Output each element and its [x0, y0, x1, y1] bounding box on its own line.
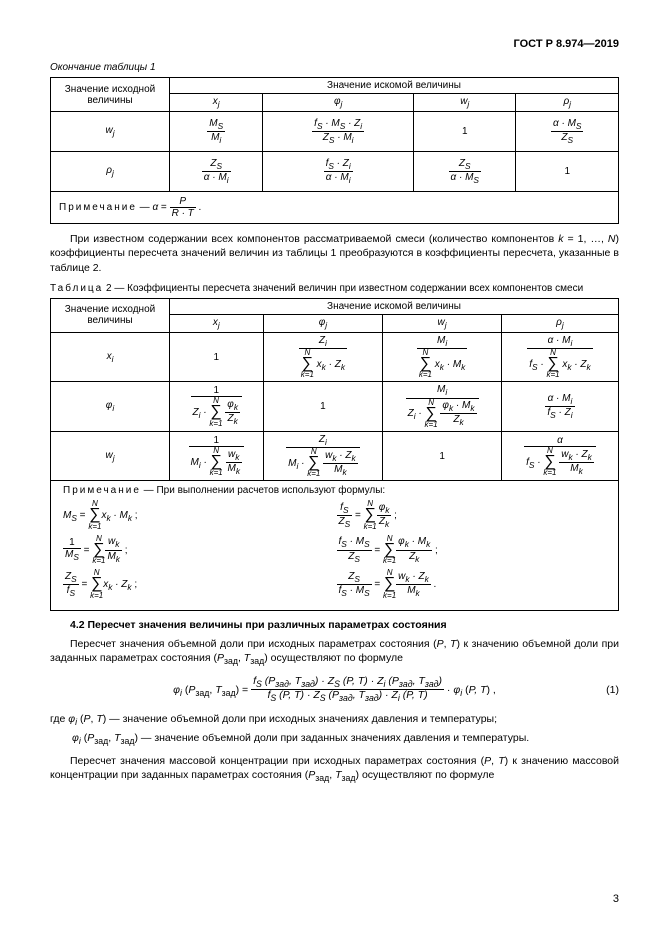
cell2-w-x: 1 Mi · N∑k=1 wkMk — [170, 431, 264, 481]
cell-w-rho: α · MSZS — [516, 112, 619, 152]
row2-w: wj — [51, 431, 170, 481]
cell2-phi-rho: α · MifS · Zi — [501, 382, 618, 432]
col-x: xj — [170, 94, 263, 112]
cell2-phi-phi: 1 — [263, 382, 383, 432]
page: ГОСТ Р 8.974—2019 Окончание таблицы 1 Зн… — [0, 0, 661, 935]
table2-caption: Таблица 2 — Коэффициенты пересчета значе… — [50, 283, 619, 294]
row2-phi: φi — [51, 382, 170, 432]
cell2-w-rho: α fS · N∑k=1 wk · ZkMk — [501, 431, 618, 481]
cell2-x-rho: α · Mi fS · N∑k=1 xk · Zk — [501, 332, 618, 382]
table1-note: Примечание — α = PR · T . — [51, 192, 619, 224]
th-source: Значение исходной величины — [51, 78, 170, 112]
col2-w: wj — [383, 314, 502, 332]
row-w-label: wj — [51, 112, 170, 152]
cell2-x-w: Mi N∑k=1 xk · Mk — [383, 332, 502, 382]
th-target: Значение искомой величины — [170, 78, 619, 94]
cell-rho-x: ZSα · Mi — [170, 152, 263, 192]
cell-rho-w: ZSα · MS — [414, 152, 516, 192]
equation-1: φi (Pзад, Tзад) = fS (Pзад, Tзад) · ZS (… — [50, 676, 619, 704]
table-2: Значение исходной величины Значение иско… — [50, 298, 619, 611]
document-id: ГОСТ Р 8.974—2019 — [50, 38, 619, 50]
table1-continuation: Окончание таблицы 1 — [50, 62, 619, 73]
cell-rho-rho: 1 — [516, 152, 619, 192]
row-rho-label: ρj — [51, 152, 170, 192]
cell-w-w: 1 — [414, 112, 516, 152]
row2-x: xi — [51, 332, 170, 382]
col-rho: ρj — [516, 94, 619, 112]
cell2-phi-x: 1 Zi · N∑k=1 φkZk — [170, 382, 264, 432]
section-4-2: 4.2 Пересчет значения величины при разли… — [70, 619, 619, 631]
th2-source: Значение исходной величины — [51, 298, 170, 332]
where-2: φi (Pзад, Tзад) — значение объемной доли… — [50, 731, 619, 748]
table2-note: Примечание — При выполнении расчетов исп… — [51, 481, 619, 610]
th2-target: Значение искомой величины — [170, 298, 619, 314]
cell-rho-phi: fS · Ziα · Mi — [263, 152, 414, 192]
cell2-w-w: 1 — [383, 431, 502, 481]
cell2-x-x: 1 — [170, 332, 264, 382]
paragraph-3: Пересчет значения массовой концентрации … — [50, 754, 619, 785]
paragraph-2: Пересчет значения объемной доли при исхо… — [50, 637, 619, 668]
col2-x: xj — [170, 314, 264, 332]
cell-w-x: MSMi — [170, 112, 263, 152]
page-number: 3 — [613, 893, 619, 905]
col-phi: φj — [263, 94, 414, 112]
eq-number-1: (1) — [606, 684, 619, 696]
cell2-phi-w: Mi Zi · N∑k=1 φk · MkZk — [383, 382, 502, 432]
where-1: где φi (P, T) — значение объемной доли п… — [50, 712, 619, 729]
col-w: wj — [414, 94, 516, 112]
paragraph-1: При известном содержании всех компоненто… — [50, 232, 619, 275]
table-1: Значение исходной величины Значение иско… — [50, 77, 619, 224]
col2-rho: ρj — [501, 314, 618, 332]
cell2-x-phi: Zi N∑k=1 xk · Zk — [263, 332, 383, 382]
cell-w-phi: fS · MS · ZiZS · Mi — [263, 112, 414, 152]
col2-phi: φj — [263, 314, 383, 332]
cell2-w-phi: Zi Mi · N∑k=1 wk · ZkMk — [263, 431, 383, 481]
